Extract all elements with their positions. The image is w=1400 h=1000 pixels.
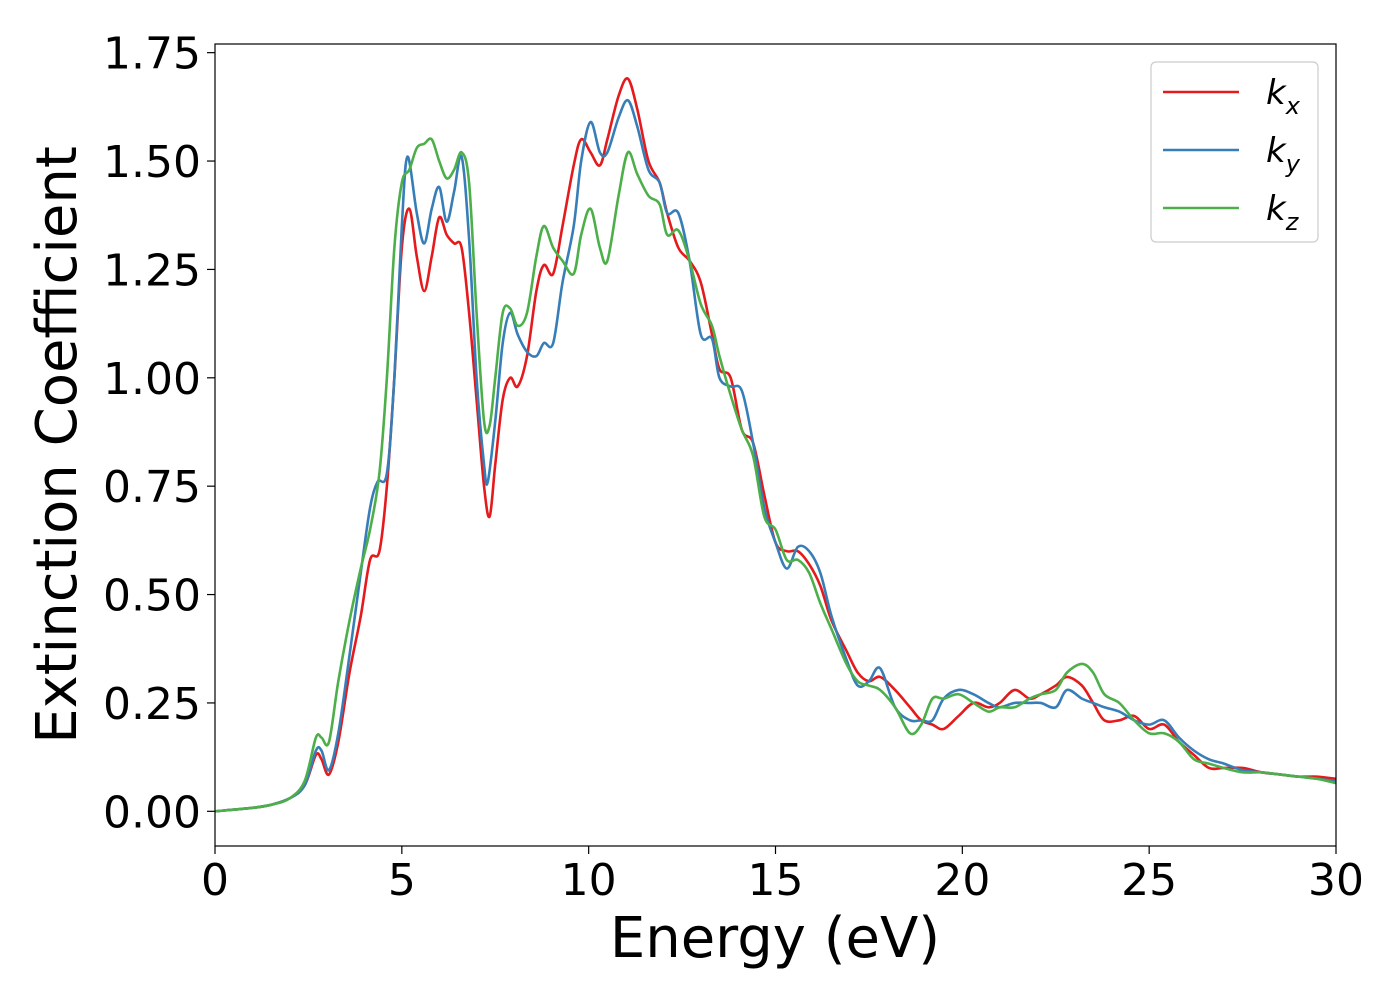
x-axis-title: Energy (eV): [610, 906, 940, 971]
x-axis: 0 5 10 15 20 25 30: [201, 846, 1364, 906]
series-layer: [215, 77, 1336, 813]
legend-box: [1150, 61, 1319, 243]
series-line-kx: [215, 77, 1336, 813]
y-tick-label: 0.25: [103, 679, 201, 730]
y-tick-label: 1.75: [103, 29, 201, 80]
y-tick-label: 0.50: [103, 571, 201, 622]
series-line-ky: [215, 99, 1336, 813]
x-tick-label: 20: [934, 855, 990, 906]
y-axis: 0.00 0.25 0.50 0.75 1.00 1.25 1.50 1.75: [103, 29, 215, 838]
y-tick-label: 0.75: [103, 462, 201, 513]
x-tick-label: 15: [748, 855, 804, 906]
x-tick-label: 25: [1121, 855, 1177, 906]
series-line-kz: [215, 137, 1336, 813]
x-tick-label: 0: [201, 855, 229, 906]
x-tick-label: 5: [388, 855, 416, 906]
x-tick-label: 10: [561, 855, 617, 906]
y-tick-label: 1.00: [103, 354, 201, 405]
y-tick-label: 1.25: [103, 245, 201, 296]
y-tick-label: 1.50: [103, 137, 201, 188]
y-tick-label: 0.00: [103, 787, 201, 838]
x-tick-label: 30: [1308, 855, 1364, 906]
y-axis-title: Extinction Coefficient: [25, 146, 90, 744]
